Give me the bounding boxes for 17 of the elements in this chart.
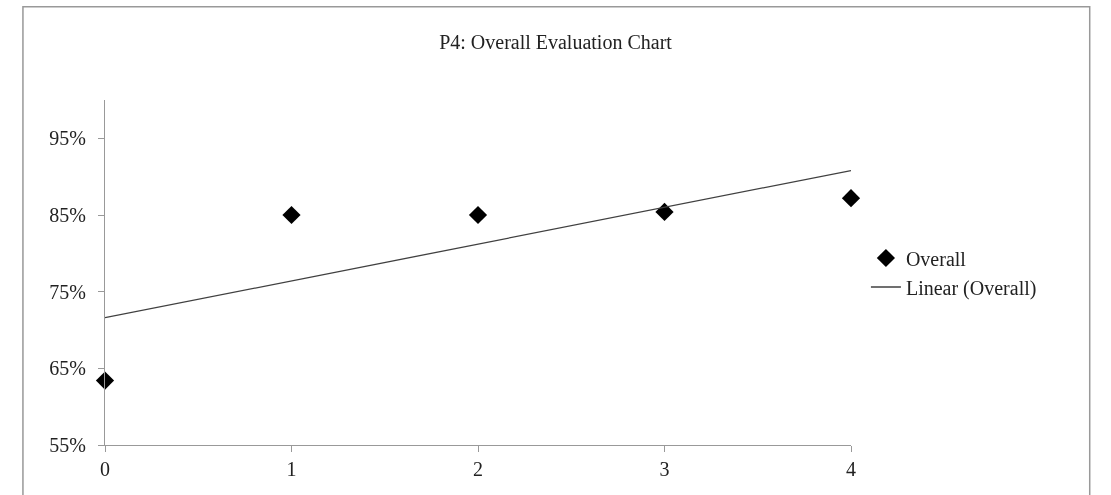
legend-label: Linear (Overall) [905, 276, 1037, 300]
point [841, 189, 861, 208]
point [282, 205, 301, 225]
y-tick-label: 75% [49, 280, 86, 303]
y-tick-label: 85% [49, 204, 86, 226]
x-tick-label: 3 [659, 458, 670, 480]
x-tick-label: 0 [100, 458, 110, 480]
y-tick-label: 55% [49, 434, 86, 456]
y-tick-label: 65% [49, 357, 86, 380]
x-tick-label: 1 [286, 458, 297, 480]
point [655, 202, 674, 222]
chart-title: P4: Overall Evaluation Chart [439, 30, 673, 53]
x-tick-label: 4 [846, 458, 856, 480]
legend-label: Overall [905, 247, 967, 270]
x-tick-label: 2 [473, 458, 483, 480]
point [468, 205, 488, 225]
y-tick-label: 95% [49, 127, 86, 150]
